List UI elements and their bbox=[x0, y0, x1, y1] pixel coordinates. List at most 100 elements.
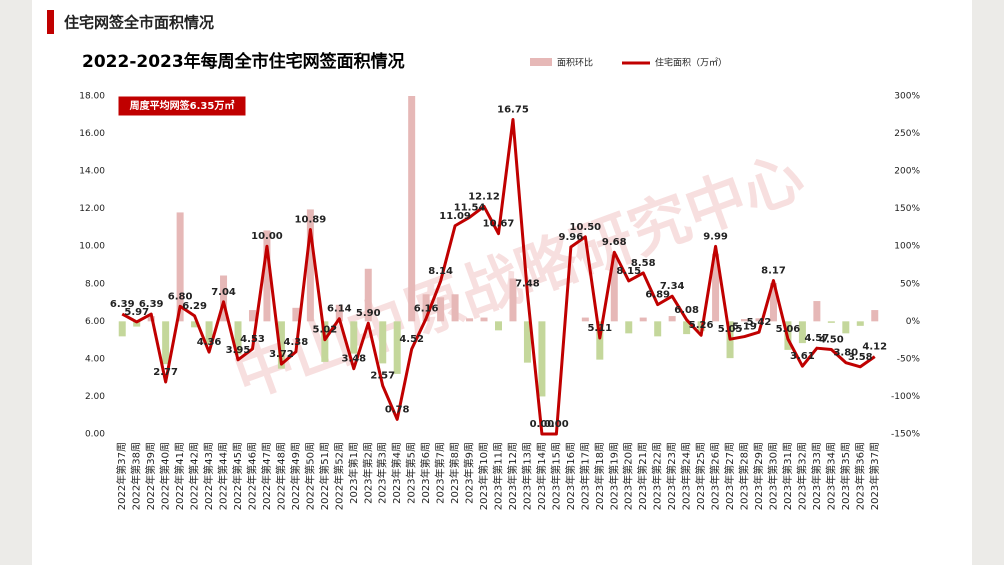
data-label: 3.95 bbox=[226, 345, 251, 356]
bar bbox=[437, 297, 445, 322]
bar bbox=[668, 316, 676, 322]
x-tick-label: 2023年第5周 bbox=[405, 442, 418, 504]
data-label: 12.12 bbox=[468, 191, 500, 202]
x-tick-label: 2022年第49周 bbox=[289, 442, 302, 510]
x-tick-label: 2023年第23周 bbox=[665, 442, 678, 510]
x-tick-label: 2023年第28周 bbox=[738, 442, 751, 510]
x-tick-label: 2023年第21周 bbox=[636, 442, 649, 510]
x-tick-label: 2023年第14周 bbox=[535, 442, 548, 510]
bar bbox=[306, 209, 314, 322]
y-tick-label: 8.00 bbox=[85, 279, 105, 289]
x-tick-label: 2023年第37周 bbox=[868, 442, 881, 510]
y2-tick-label: -150% bbox=[891, 430, 920, 440]
x-tick-label: 2023年第12周 bbox=[506, 442, 519, 510]
bar bbox=[263, 230, 271, 322]
bar bbox=[509, 278, 517, 322]
bar bbox=[350, 321, 358, 354]
bar bbox=[234, 321, 242, 355]
x-tick-label: 2022年第45周 bbox=[231, 442, 244, 510]
data-label: 5.02 bbox=[312, 325, 337, 336]
bar bbox=[321, 321, 329, 362]
data-label: 6.80 bbox=[168, 291, 193, 302]
bar bbox=[292, 307, 300, 322]
x-tick-label: 2023年第4周 bbox=[390, 442, 403, 504]
data-label: 4.36 bbox=[197, 337, 222, 348]
bar bbox=[393, 321, 401, 374]
x-tick-label: 2022年第44周 bbox=[217, 442, 230, 510]
data-label: 6.39 bbox=[110, 299, 135, 310]
x-tick-label: 2023年第26周 bbox=[709, 442, 722, 510]
bar bbox=[610, 254, 618, 322]
data-label: 3.72 bbox=[269, 349, 294, 360]
y2-tick-label: 250% bbox=[894, 129, 920, 139]
x-tick-label: 2023年第6周 bbox=[419, 442, 432, 504]
data-label: 7.48 bbox=[515, 279, 540, 290]
data-label: 4.12 bbox=[862, 342, 887, 353]
y2-tick-label: 150% bbox=[894, 204, 920, 214]
bar bbox=[654, 321, 662, 337]
y-tick-label: 14.00 bbox=[79, 167, 105, 177]
data-label: 11.54 bbox=[454, 202, 486, 213]
data-label: 5.11 bbox=[587, 323, 612, 334]
y2-tick-label: 100% bbox=[894, 242, 920, 252]
x-tick-label: 2023年第2周 bbox=[361, 442, 374, 504]
bar bbox=[408, 96, 416, 322]
data-label: 4.57 bbox=[805, 333, 830, 344]
x-tick-label: 2023年第8周 bbox=[448, 442, 461, 504]
data-label: 3.48 bbox=[341, 354, 366, 365]
data-label: 11.09 bbox=[439, 211, 471, 222]
bar bbox=[596, 321, 604, 360]
data-label: 7.34 bbox=[660, 281, 685, 292]
x-tick-label: 2022年第42周 bbox=[188, 442, 201, 510]
y2-tick-label: 0% bbox=[906, 317, 921, 327]
legend-label: 面积环比 bbox=[557, 57, 593, 69]
data-label: 8.15 bbox=[616, 266, 641, 277]
x-tick-label: 2023年第16周 bbox=[564, 442, 577, 510]
y-tick-label: 2.00 bbox=[85, 392, 105, 402]
data-label: 4.50 bbox=[819, 335, 844, 346]
bar bbox=[827, 321, 835, 323]
x-tick-label: 2023年第11周 bbox=[492, 442, 505, 510]
bar bbox=[625, 321, 633, 334]
data-label: 6.14 bbox=[327, 304, 352, 315]
bar bbox=[842, 321, 850, 334]
data-label: 9.99 bbox=[703, 231, 728, 242]
bar bbox=[495, 321, 502, 331]
data-label: 9.68 bbox=[602, 237, 627, 248]
y-tick-label: 10.00 bbox=[79, 242, 105, 252]
bar bbox=[422, 294, 430, 322]
header-bar bbox=[47, 10, 54, 34]
data-label: 5.19 bbox=[732, 322, 757, 333]
x-tick-label: 2022年第38周 bbox=[130, 442, 143, 510]
bar bbox=[205, 321, 213, 345]
data-label: 5.06 bbox=[776, 324, 801, 335]
line bbox=[121, 117, 876, 436]
bar bbox=[480, 317, 488, 322]
data-label: 2.57 bbox=[370, 371, 395, 382]
data-label: 6.89 bbox=[645, 290, 670, 301]
x-tick-label: 2023年第20周 bbox=[622, 442, 635, 510]
data-label: 8.17 bbox=[761, 266, 786, 277]
x-tick-label: 2023年第36周 bbox=[853, 442, 866, 510]
data-label: 0.00 bbox=[530, 419, 555, 430]
legend-swatch bbox=[530, 58, 552, 66]
x-tick-label: 2022年第51周 bbox=[318, 442, 331, 510]
bar bbox=[335, 304, 343, 322]
data-label: 5.97 bbox=[124, 307, 149, 318]
header-title: 住宅网签全市面积情况 bbox=[64, 14, 214, 32]
bar bbox=[798, 321, 806, 344]
x-tick-label: 2023年第25周 bbox=[694, 442, 707, 510]
y2-tick-label: 300% bbox=[894, 92, 920, 102]
bar bbox=[683, 321, 691, 335]
data-label: 16.75 bbox=[497, 104, 529, 115]
data-label: 8.58 bbox=[631, 258, 656, 269]
x-tick-label: 2023年第15周 bbox=[549, 442, 562, 510]
data-label: 7.04 bbox=[211, 287, 236, 298]
x-tick-label: 2023年第1周 bbox=[347, 442, 360, 504]
data-label: 8.14 bbox=[428, 266, 453, 277]
data-label: 5.42 bbox=[747, 317, 772, 328]
x-tick-label: 2023年第29周 bbox=[752, 442, 765, 510]
x-tick-label: 2023年第19周 bbox=[607, 442, 620, 510]
bar bbox=[712, 253, 720, 322]
x-tick-label: 2022年第47周 bbox=[260, 442, 273, 510]
